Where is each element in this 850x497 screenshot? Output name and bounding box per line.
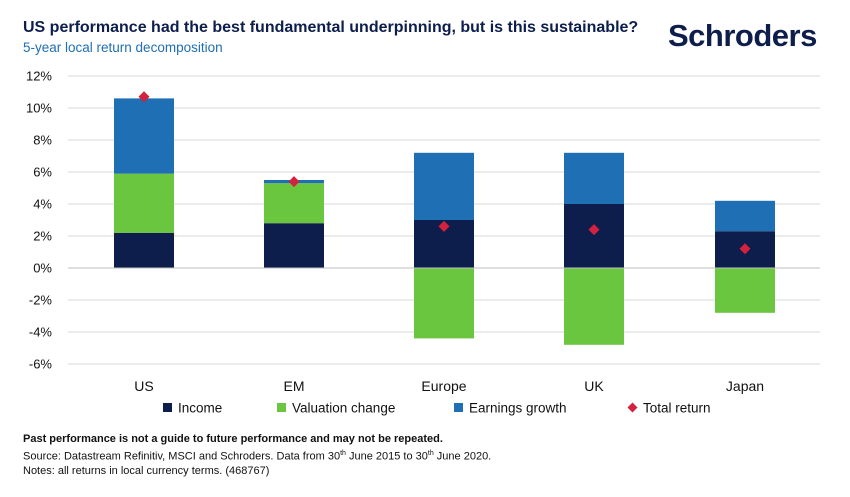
x-tick-label: US: [134, 378, 153, 394]
valuation-change-bar: [264, 183, 324, 224]
total-return-marker: [588, 224, 600, 236]
stacked-bar-chart: -6% -4% -2% 0% 2% 4% 6% 8% 10% 12% US EM Europe UK Jap…: [26, 69, 820, 416]
legend-income-label: Income: [178, 401, 222, 416]
total-return-marker: [138, 91, 150, 103]
y-tick-label: 4%: [33, 197, 52, 212]
y-tick-label: 6%: [33, 165, 52, 180]
valuation-change-bar: [715, 268, 775, 313]
y-tick-label: 0%: [33, 261, 52, 276]
y-tick-label: -6%: [29, 357, 53, 372]
legend-total-return-label: Total return: [643, 401, 711, 416]
y-tick-label: 8%: [33, 133, 52, 148]
total-return-marker: [438, 220, 450, 232]
valuation-change-bar: [414, 268, 474, 339]
x-tick-label: Europe: [421, 378, 466, 394]
valuation-change-bar: [114, 173, 174, 233]
legend-total-return-swatch: [627, 402, 638, 413]
legend-income-swatch: [163, 403, 172, 412]
y-tick-label: 10%: [26, 101, 52, 116]
footer: Past performance is not a guide to futur…: [23, 432, 491, 478]
earnings-growth-bar: [715, 200, 775, 232]
y-tick-label: 2%: [33, 229, 52, 244]
y-tick-label: 12%: [26, 69, 52, 84]
disclaimer: Past performance is not a guide to futur…: [23, 433, 443, 445]
total-return-marker: [288, 176, 300, 188]
legend-valuation-change-swatch: [277, 403, 286, 412]
x-tick-label: EM: [284, 378, 305, 394]
legend-valuation-change-label: Valuation change: [292, 401, 395, 416]
earnings-growth-bar: [114, 98, 174, 174]
earnings-growth-bar: [564, 152, 624, 204]
legend-earnings-growth-swatch: [454, 403, 463, 412]
earnings-growth-bar: [414, 152, 474, 220]
y-tick-label: -4%: [29, 325, 53, 340]
legend-earnings-growth-label: Earnings growth: [469, 401, 567, 416]
schroders-logo: Schroders: [668, 18, 817, 53]
chart-subtitle: 5-year local return decomposition: [23, 40, 223, 55]
valuation-change-bar: [564, 268, 624, 345]
notes: Notes: all returns in local currency ter…: [23, 464, 270, 477]
x-tick-label: Japan: [726, 378, 764, 394]
chart-title: US performance had the best fundamental …: [23, 19, 639, 36]
x-tick-label: UK: [584, 378, 604, 394]
source-note: Source: Datastream Refinitiv, MSCI and S…: [23, 449, 492, 463]
total-return-marker: [739, 243, 751, 255]
income-bar: [264, 223, 324, 268]
income-bar: [114, 232, 174, 268]
y-tick-label: -2%: [29, 293, 53, 308]
income-bar: [564, 204, 624, 268]
